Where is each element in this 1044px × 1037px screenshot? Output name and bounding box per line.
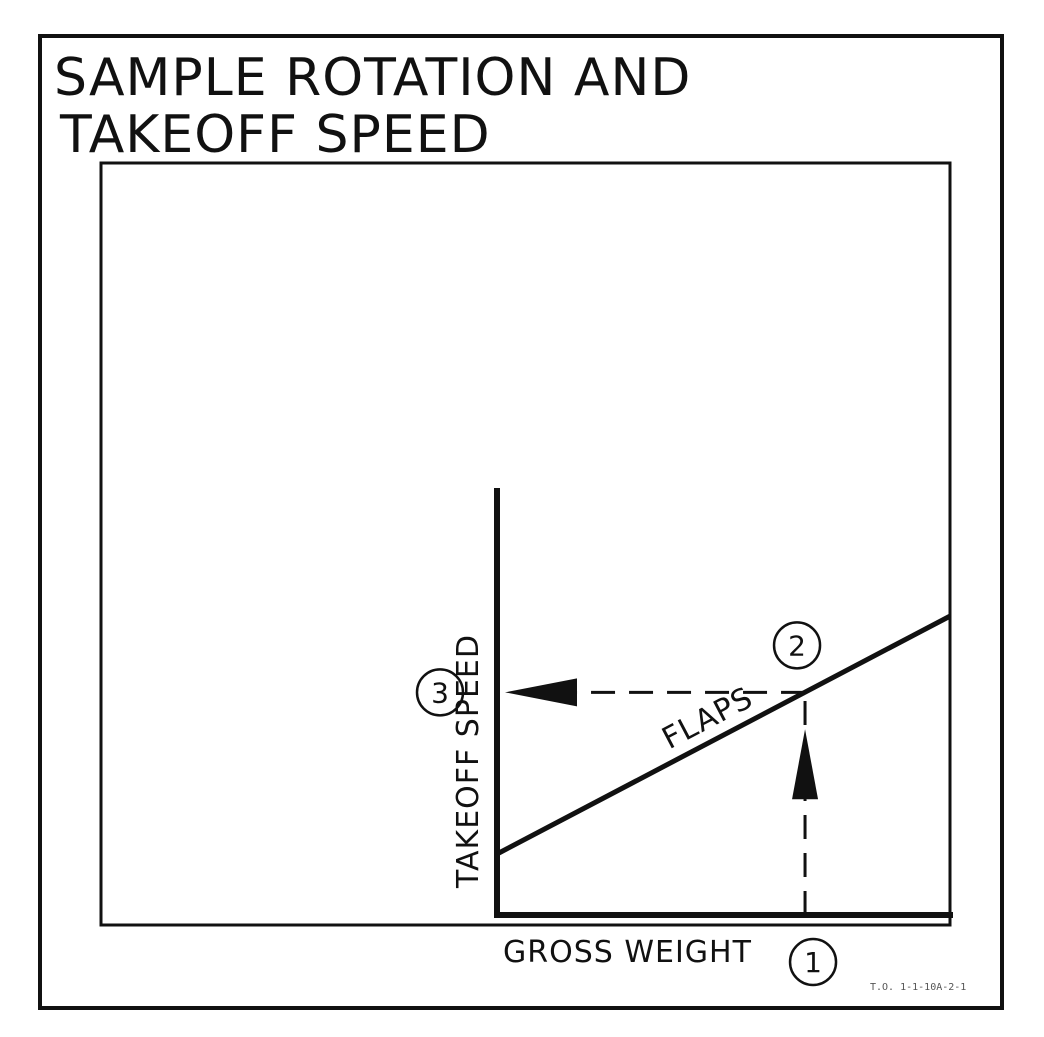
chart-title-line-2: TAKEOFF SPEED	[59, 105, 491, 165]
chart-title-line-1: SAMPLE ROTATION AND	[54, 48, 691, 108]
y-axis-label: TAKEOFF SPEED	[451, 634, 486, 889]
step-marker-label-3: 3	[431, 676, 449, 709]
step-marker-circle-1	[788, 937, 838, 987]
step-marker-circle-2	[772, 621, 822, 670]
inner-panel	[99, 161, 952, 927]
figure-id: T.O. 1-1-10A-2-1	[870, 982, 966, 993]
step-markers: 1 2 3	[415, 621, 838, 987]
outer-frame	[38, 34, 1004, 1010]
series-line-flaps	[495, 613, 952, 857]
arrow-up-icon	[792, 729, 819, 800]
arrow-left-icon	[505, 678, 577, 707]
step-marker-label-2: 2	[788, 629, 806, 662]
step-marker-label-1: 1	[804, 946, 822, 979]
x-axis-label: GROSS WEIGHT	[503, 935, 752, 970]
step-marker-circle-3	[415, 668, 465, 717]
